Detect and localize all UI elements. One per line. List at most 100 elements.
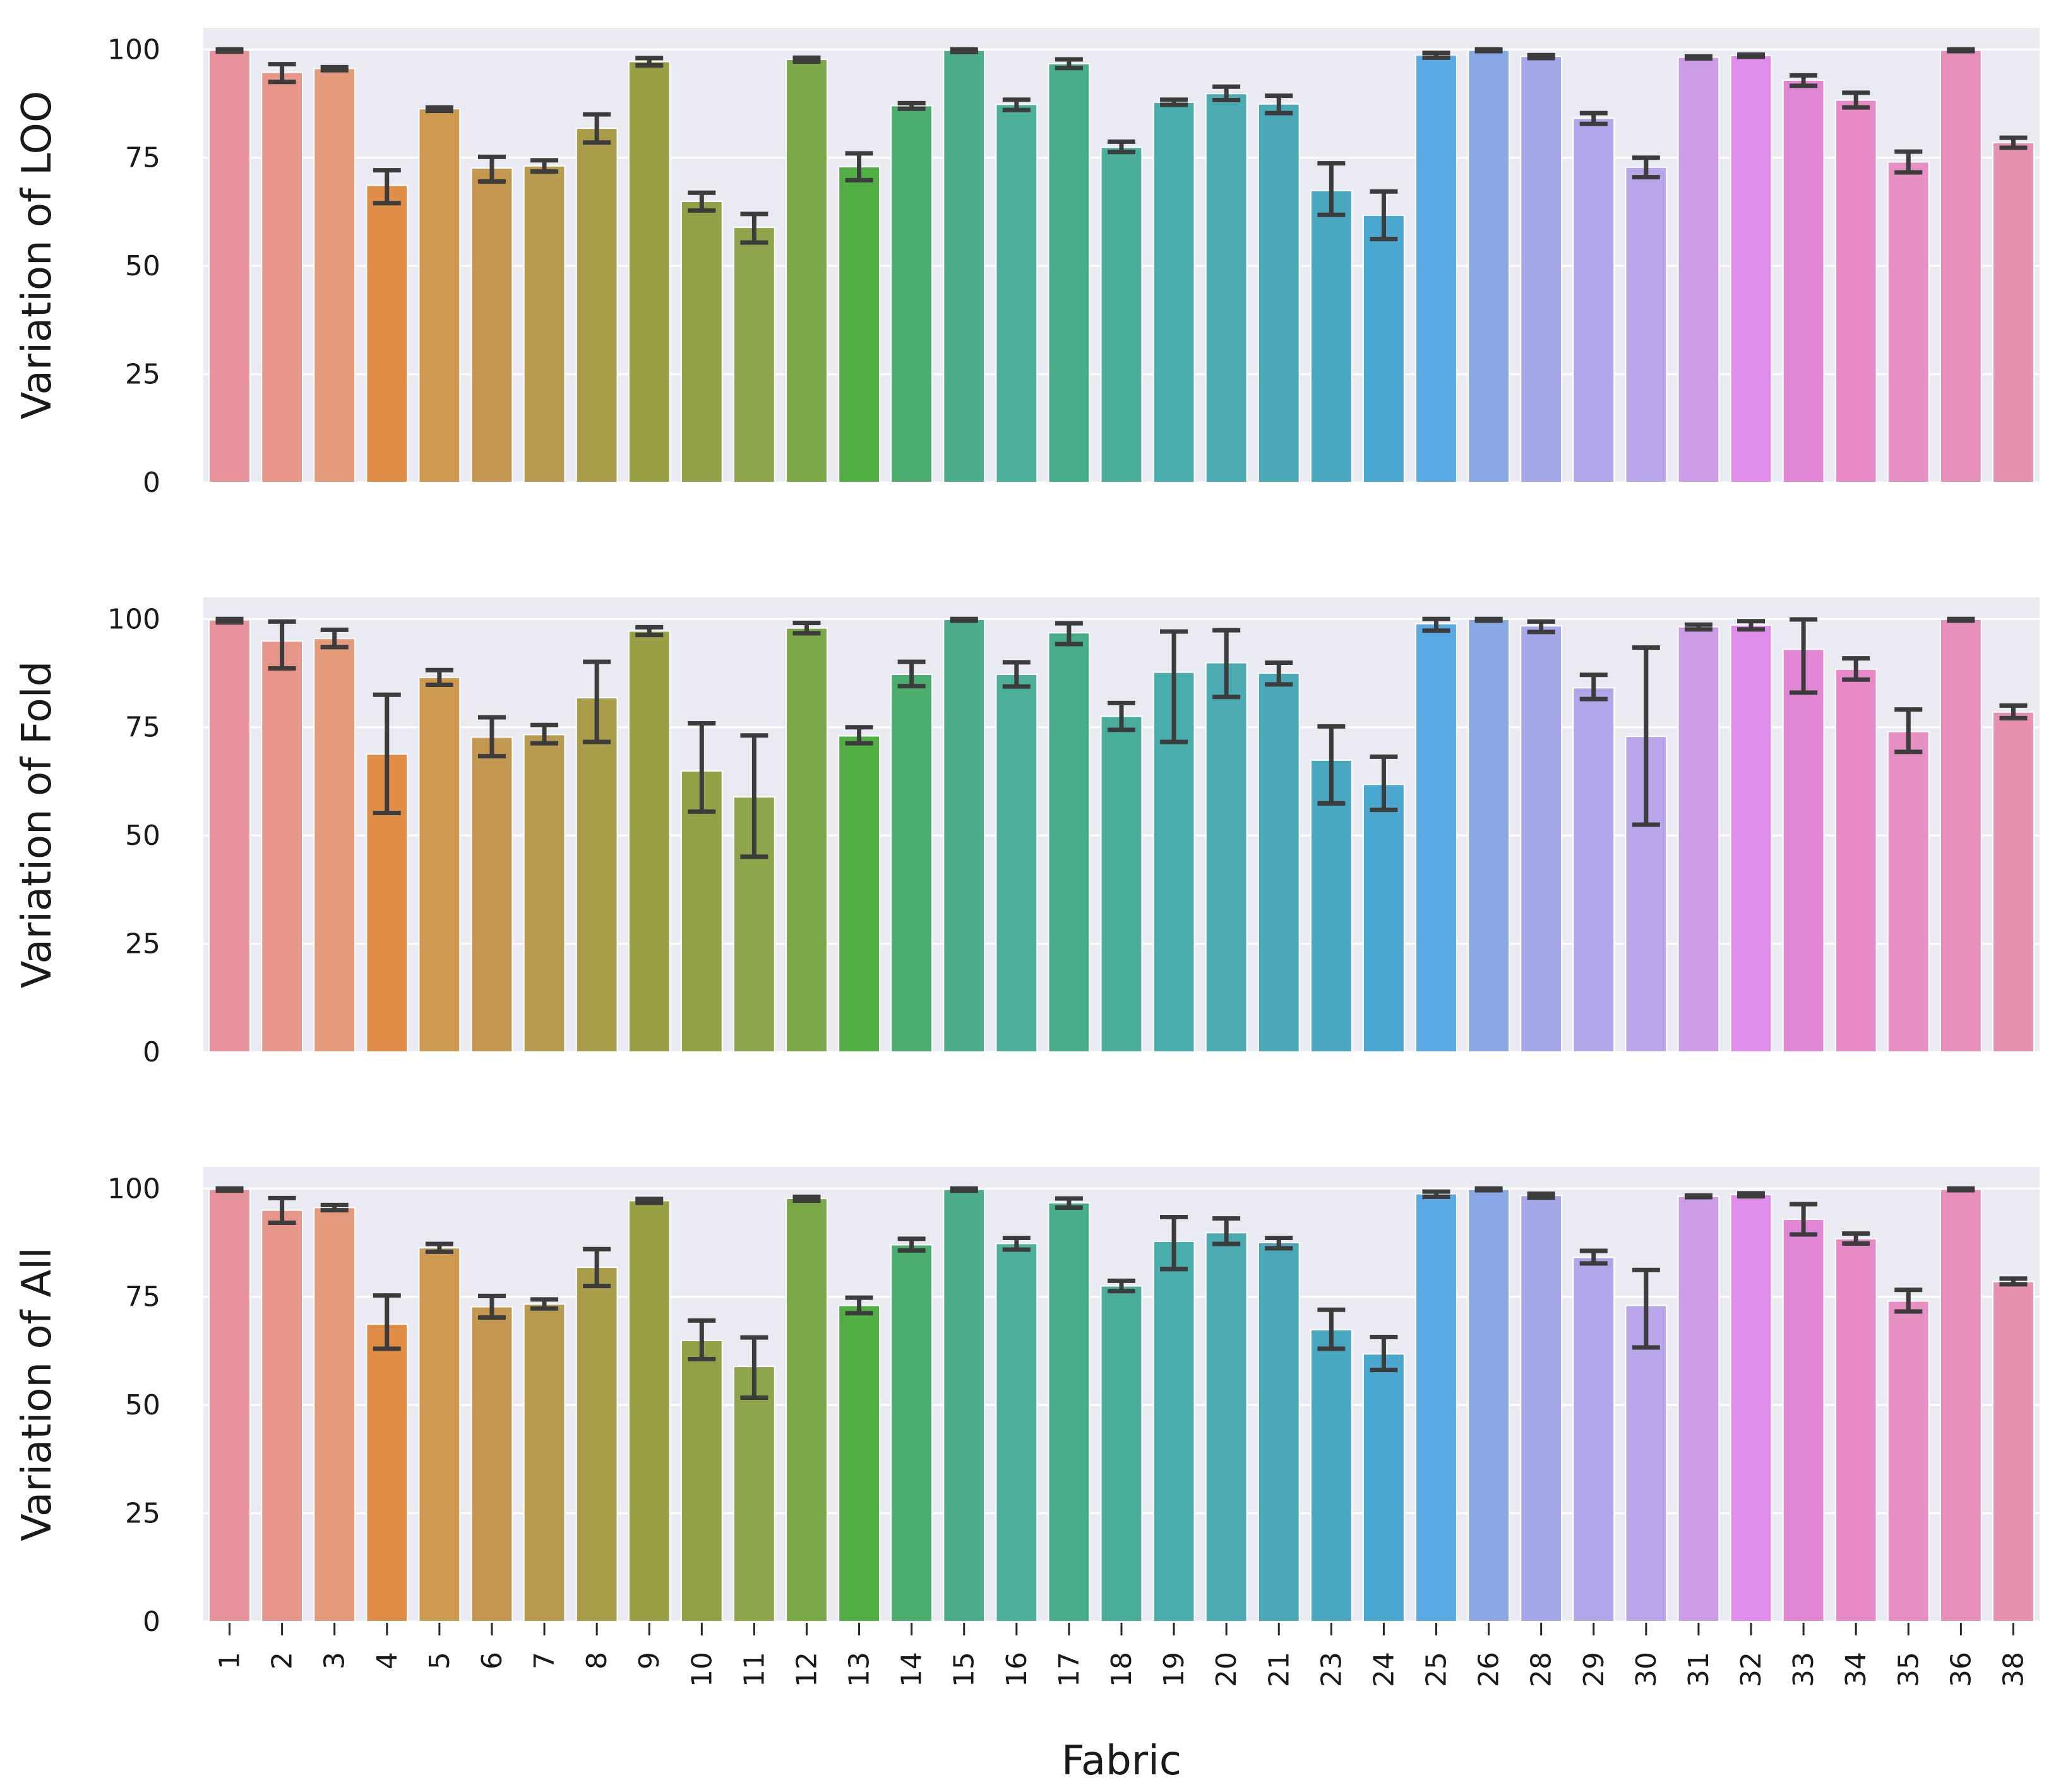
error-bar-12	[792, 1194, 821, 1203]
bar-9	[628, 1200, 671, 1622]
x-tick-label: 20	[1210, 1652, 1243, 1687]
error-bar-8	[583, 112, 611, 145]
bar-38	[1992, 1281, 2035, 1622]
error-bar-6	[477, 154, 506, 184]
bar-18	[1100, 715, 1143, 1053]
error-bar-30	[1632, 1267, 1660, 1350]
bar-3	[313, 638, 356, 1053]
error-bar-3	[320, 627, 349, 650]
error-bar-25	[1422, 1189, 1450, 1199]
error-bar-12	[792, 620, 821, 636]
bar-33	[1782, 648, 1825, 1053]
error-bar-13	[845, 151, 873, 182]
bar-12	[786, 627, 828, 1053]
y-tick-label: 0	[143, 1036, 160, 1068]
bar-9	[628, 630, 671, 1053]
bar-26	[1467, 1188, 1510, 1622]
bar-29	[1572, 117, 1615, 484]
x-tick-label: 15	[948, 1652, 981, 1687]
x-tick-label: 11	[738, 1652, 770, 1687]
error-bar-14	[897, 100, 926, 111]
error-bar-3	[320, 1202, 349, 1213]
error-bar-8	[583, 1246, 611, 1289]
bar-36	[1939, 49, 1982, 483]
error-bar-24	[1370, 754, 1398, 813]
error-bar-31	[1684, 1193, 1712, 1200]
bar-20	[1205, 93, 1248, 483]
bar-16	[995, 1243, 1038, 1623]
error-bar-31	[1684, 54, 1712, 61]
error-bar-23	[1317, 1307, 1346, 1351]
bar-21	[1257, 1242, 1300, 1622]
error-bar-35	[1894, 149, 1923, 175]
error-bar-3	[320, 64, 349, 73]
bar-24	[1363, 214, 1405, 483]
error-bar-28	[1527, 52, 1555, 61]
error-bar-35	[1894, 707, 1923, 755]
x-tick-label: 35	[1892, 1652, 1925, 1687]
x-tick-label: 17	[1053, 1652, 1085, 1687]
bar-28	[1520, 625, 1563, 1053]
error-bar-15	[950, 616, 978, 623]
bar-1	[208, 1188, 251, 1622]
bar-31	[1677, 56, 1720, 483]
bar-21	[1257, 672, 1300, 1053]
error-bar-19	[1160, 1215, 1188, 1272]
error-bar-23	[1317, 724, 1346, 806]
panel-1: 0 25 50 75 100 Variation of LOO	[14, 28, 2040, 499]
bar-35	[1887, 1300, 1930, 1623]
x-tick-label: 25	[1421, 1652, 1453, 1687]
error-bar-7	[530, 158, 559, 174]
bar-25	[1415, 54, 1457, 483]
error-bar-11	[740, 1335, 768, 1400]
bar-23	[1310, 1329, 1353, 1623]
error-bar-7	[530, 1297, 559, 1311]
bar-17	[1048, 63, 1091, 483]
x-axis-title: Fabric	[1061, 1738, 1181, 1784]
error-bar-32	[1737, 52, 1766, 59]
x-tick-label: 2	[266, 1652, 299, 1670]
bar-26	[1467, 49, 1510, 483]
error-bar-19	[1160, 97, 1188, 107]
error-bar-4	[373, 692, 401, 815]
bar-34	[1834, 99, 1877, 483]
y-tick-label: 50	[125, 1389, 160, 1421]
bar-28	[1520, 1195, 1563, 1623]
bar-8	[575, 1267, 618, 1622]
error-bar-17	[1055, 57, 1083, 71]
x-tick-label: 8	[581, 1652, 613, 1670]
bar-7	[523, 734, 566, 1053]
bar-3	[313, 1207, 356, 1622]
error-bar-1	[215, 616, 244, 625]
bar-11	[732, 227, 775, 483]
bar-10	[680, 200, 723, 483]
error-bar-30	[1632, 645, 1660, 827]
error-bar-13	[845, 1295, 873, 1316]
y-tick-label: 75	[125, 142, 160, 174]
bar-5	[418, 108, 461, 483]
y-tick-label: 100	[107, 33, 160, 66]
bar-12	[786, 59, 828, 484]
y-axis-title: Variation of LOO	[14, 91, 61, 419]
bar-13	[838, 735, 880, 1053]
bar-18	[1100, 146, 1143, 483]
error-bar-9	[635, 1197, 664, 1205]
x-tick-label: 7	[529, 1652, 561, 1670]
error-bar-10	[688, 1318, 716, 1361]
bar-25	[1415, 623, 1457, 1053]
y-tick-label: 75	[125, 1281, 160, 1313]
x-tick-label: 28	[1526, 1652, 1558, 1687]
error-bar-12	[792, 55, 821, 64]
error-bar-19	[1160, 629, 1188, 744]
error-bar-36	[1947, 47, 1975, 54]
x-tick-label: 19	[1158, 1652, 1190, 1687]
bar-5	[418, 1247, 461, 1622]
error-bar-16	[1002, 660, 1031, 689]
x-tick-label: 29	[1578, 1652, 1610, 1687]
error-bar-9	[635, 56, 664, 68]
bar-2	[261, 640, 304, 1053]
error-bar-5	[425, 667, 453, 688]
error-bar-10	[688, 721, 716, 814]
y-tick-label: 25	[125, 359, 160, 391]
